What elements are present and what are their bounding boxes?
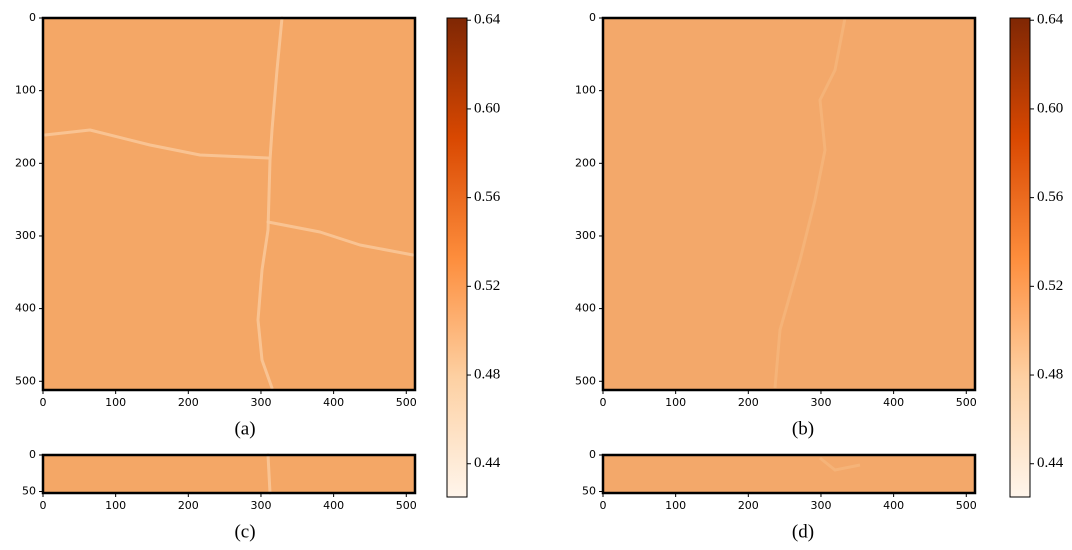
x-tick-label: 200 [738,499,759,512]
crack [43,128,270,160]
y-tick-label: 100 [15,84,36,97]
axes-frame [601,453,977,495]
y-tick-label: 0 [29,448,36,461]
heatmap-image [43,455,415,493]
panel-label: (c) [234,521,255,542]
axes-frame [601,16,977,392]
crack [773,17,847,389]
x-tick-label: 100 [105,396,126,409]
y-tick-label: 300 [15,229,36,242]
x-tick-label: 500 [956,499,977,512]
heatmap-image [603,18,975,390]
x-tick-label: 400 [323,499,344,512]
x-tick-label: 200 [178,499,199,512]
colorbar [1009,17,1031,498]
x-tick-label: 200 [178,396,199,409]
x-tick-label: 500 [396,396,417,409]
panel-label: (a) [234,418,255,439]
x-tick-label: 300 [250,396,271,409]
x-tick-label: 400 [323,396,344,409]
colorbar-tick-label: 0.44 [474,455,501,471]
x-tick-label: 300 [250,499,271,512]
heatmap-image [43,18,415,390]
x-tick-label: 0 [600,396,607,409]
x-tick-label: 300 [810,396,831,409]
x-tick-label: 200 [738,396,759,409]
y-tick-label: 0 [589,11,596,24]
x-tick-label: 100 [105,499,126,512]
y-tick-label: 400 [15,302,36,315]
y-tick-label: 200 [575,156,596,169]
y-tick-label: 500 [575,374,596,387]
x-tick-label: 0 [600,499,607,512]
colorbar-tick-label: 0.52 [474,278,500,294]
x-tick-label: 100 [665,499,686,512]
y-tick-label: 0 [589,448,596,461]
panel-label: (d) [792,521,814,542]
colorbar-tick-label: 0.52 [1037,278,1063,294]
x-tick-label: 500 [956,396,977,409]
x-tick-label: 400 [883,499,904,512]
x-tick-label: 100 [665,396,686,409]
colorbar-tick-label: 0.44 [1037,455,1064,471]
colorbar-tick-label: 0.60 [1037,100,1063,116]
y-tick-label: 500 [15,374,36,387]
x-tick-label: 300 [810,499,831,512]
crack [819,456,861,472]
colorbar-tick-label: 0.48 [474,366,500,382]
colorbar [446,17,468,498]
crack [256,16,284,390]
y-tick-label: 400 [575,302,596,315]
panel-label: (b) [792,418,814,439]
colorbar-tick-label: 0.64 [474,12,501,28]
x-tick-label: 0 [40,396,47,409]
colorbar-tick-label: 0.56 [1037,189,1064,205]
axes-frame [41,16,417,392]
y-tick-label: 100 [575,84,596,97]
y-tick-label: 50 [582,485,596,498]
crack [266,220,415,257]
crack [266,453,272,495]
heatmap-image [603,455,975,493]
x-tick-label: 0 [40,499,47,512]
colorbar-tick-label: 0.60 [474,100,500,116]
axes-frame [41,453,417,495]
colorbar-tick-label: 0.48 [1037,366,1063,382]
y-tick-label: 0 [29,11,36,24]
x-tick-label: 500 [396,499,417,512]
y-tick-label: 50 [22,485,36,498]
colorbar-tick-label: 0.56 [474,189,501,205]
y-tick-label: 200 [15,156,36,169]
y-tick-label: 300 [575,229,596,242]
x-tick-label: 400 [883,396,904,409]
colorbar-tick-label: 0.64 [1037,12,1064,28]
